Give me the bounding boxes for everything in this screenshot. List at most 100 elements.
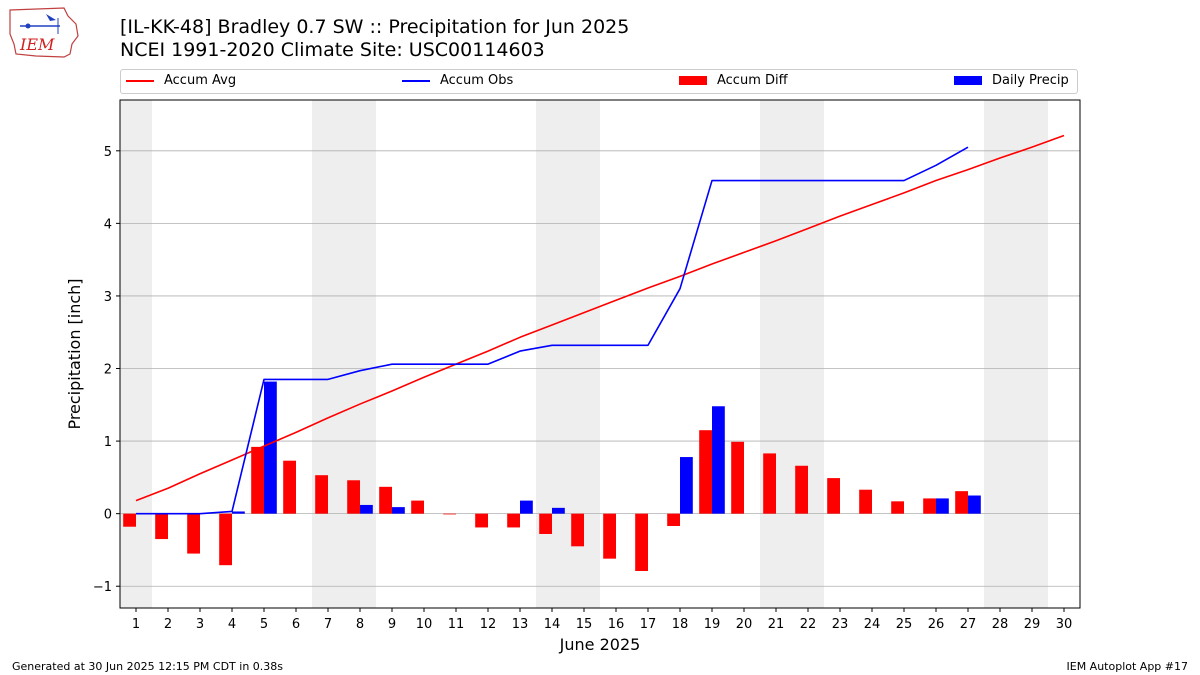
accum-diff-bar [603, 513, 616, 559]
x-tick-label: 27 [960, 617, 977, 632]
accum-diff-bar [251, 446, 264, 514]
x-tick-label: 2 [164, 617, 172, 632]
x-tick-label: 17 [640, 617, 657, 632]
x-tick-label: 14 [544, 617, 561, 632]
accum-diff-bar [539, 513, 552, 534]
x-tick-label: 3 [196, 617, 204, 632]
daily-precip-bar [680, 457, 693, 514]
x-tick-label: 20 [736, 617, 753, 632]
daily-precip-bar [392, 507, 405, 514]
y-tick-label: 4 [104, 217, 112, 232]
x-tick-label: 6 [292, 617, 300, 632]
x-tick-label: 5 [260, 617, 268, 632]
daily-precip-bar [552, 507, 565, 514]
legend-label: Accum Avg [164, 73, 237, 88]
accum-diff-bar [411, 500, 424, 514]
x-tick-label: 9 [388, 617, 396, 632]
weekend-band [344, 100, 376, 608]
chart-subtitle: NCEI 1991-2020 Climate Site: USC00114603 [120, 39, 545, 61]
accum-diff-bar [923, 498, 936, 514]
legend-swatch-accum-obs [402, 79, 430, 82]
x-tick-label: 16 [608, 617, 625, 632]
bars [123, 381, 981, 571]
legend-item-accum-avg: Accum Avg [126, 73, 236, 91]
accum-diff-bar [731, 441, 744, 514]
accum-diff-bar [219, 513, 232, 566]
daily-precip-bar [520, 500, 533, 514]
x-tick-label: 21 [768, 617, 785, 632]
legend-item-accum-diff: Accum Diff [679, 73, 788, 91]
legend-item-accum-obs: Accum Obs [402, 73, 513, 91]
lines [135, 134, 1065, 515]
accum-diff-bar [475, 513, 488, 528]
legend: Accum Avg Accum Obs Accum Diff Daily Pre… [120, 69, 1078, 94]
x-tick-label: 19 [704, 617, 721, 632]
accum-diff-bar [379, 486, 392, 514]
legend-label: Accum Diff [717, 73, 788, 88]
x-axis-label: June 2025 [559, 635, 641, 654]
x-tick-label: 11 [448, 617, 465, 632]
accum-diff-bar [667, 513, 680, 526]
y-tick-label: 5 [104, 145, 112, 160]
daily-precip-bar [712, 406, 725, 514]
accum-diff-bar [571, 513, 584, 547]
accum-diff-bar [315, 475, 328, 514]
x-tick-label: 1 [132, 617, 140, 632]
accum-diff-bar [443, 513, 456, 515]
x-tick-label: 8 [356, 617, 364, 632]
accum-diff-bar [123, 513, 136, 527]
daily-precip-bar [232, 511, 245, 514]
accum-diff-bar [795, 465, 808, 514]
y-tick-label: 2 [104, 363, 112, 378]
plot-frame [119, 99, 1081, 609]
accum-diff-bar [859, 489, 872, 514]
x-tick-label: 30 [1056, 617, 1073, 632]
accum-diff-bar [763, 453, 776, 514]
accum-diff-bar [827, 478, 840, 514]
x-tick-label: 10 [416, 617, 433, 632]
legend-swatch-daily-precip [954, 76, 982, 85]
accum-obs-line [136, 146, 969, 515]
iem-logo: IEM [9, 7, 79, 58]
legend-label: Accum Obs [440, 73, 514, 88]
daily-precip-bar [936, 498, 949, 514]
legend-swatch-accum-avg [126, 79, 154, 82]
x-tick-label: 12 [480, 617, 497, 632]
x-tick-label: 28 [992, 617, 1009, 632]
accum-diff-bar [507, 513, 520, 528]
x-tick-label: 29 [1024, 617, 1041, 632]
weekend-band [984, 100, 1016, 608]
accum-diff-bar [635, 513, 648, 571]
y-tick-label: 1 [104, 435, 112, 450]
accum-diff-bar [155, 513, 168, 540]
chart-title: [IL-KK-48] Bradley 0.7 SW :: Precipitati… [120, 16, 630, 38]
daily-precip-bar [968, 495, 981, 514]
x-tick-label: 23 [832, 617, 849, 632]
x-tick-label: 24 [864, 617, 881, 632]
legend-swatch-accum-diff [679, 76, 707, 85]
logo-text: IEM [19, 35, 55, 54]
footer-generated-text: Generated at 30 Jun 2025 12:15 PM CDT in… [12, 660, 284, 673]
x-tick-label: 26 [928, 617, 945, 632]
accum-diff-bar [187, 513, 200, 554]
x-tick-label: 22 [800, 617, 817, 632]
x-tick-label: 15 [576, 617, 593, 632]
accum-diff-bar [283, 460, 296, 514]
x-tick-label: 4 [228, 617, 236, 632]
accum-diff-bar [347, 480, 360, 514]
footer-app-text: IEM Autoplot App #17 [1066, 660, 1189, 673]
x-tick-label: 25 [896, 617, 913, 632]
x-tick-label: 13 [512, 617, 529, 632]
weekend-band [120, 100, 152, 608]
y-axis-label: Precipitation [inch] [65, 278, 84, 429]
y-tick-label: 3 [104, 290, 112, 305]
weekend-band [312, 100, 344, 608]
accum-diff-bar [699, 430, 712, 514]
weekend-band [760, 100, 792, 608]
y-tick-label: 0 [104, 508, 112, 523]
x-tick-label: 7 [324, 617, 332, 632]
accum-diff-bar [955, 491, 968, 514]
legend-label: Daily Precip [992, 73, 1069, 88]
